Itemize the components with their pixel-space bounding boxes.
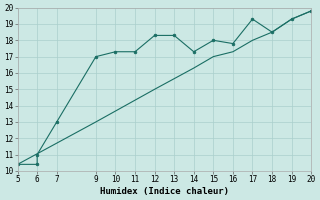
X-axis label: Humidex (Indice chaleur): Humidex (Indice chaleur) (100, 187, 229, 196)
